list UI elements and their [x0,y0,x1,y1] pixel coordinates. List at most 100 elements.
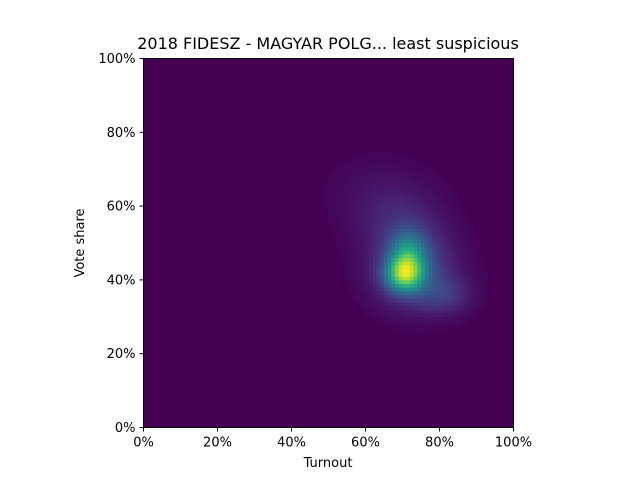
heatmap-cell [343,198,348,203]
heatmap-cell [365,176,370,181]
heatmap-cell [365,191,370,196]
heatmap-cell [424,202,429,207]
heatmap-cell [391,254,396,259]
heatmap-cell [343,243,348,248]
heatmap-cell [358,298,363,303]
heatmap-cell [372,198,377,203]
heatmap-cell [428,202,433,207]
heatmap-cell [472,246,477,251]
heatmap-cell [354,239,359,244]
heatmap-cell [424,191,429,196]
heatmap-cell [358,261,363,266]
heatmap-cell [391,213,396,218]
heatmap-cell [384,213,389,218]
heatmap-cell [417,283,422,288]
heatmap-cell [365,254,370,259]
heatmap-cell [421,228,426,233]
heatmap-cell [450,213,455,218]
heatmap-cell [413,279,418,284]
heatmap-cell [461,309,466,314]
heatmap-cell [395,316,400,321]
heatmap-cell [458,243,463,248]
heatmap-cell [332,180,337,185]
heatmap-cell [421,220,426,225]
heatmap-cell [384,176,389,181]
heatmap-cell [398,169,403,174]
heatmap-cell [384,198,389,203]
heatmap-cell [380,231,385,237]
heatmap-cell [376,165,381,170]
heatmap-cell [465,268,470,273]
heatmap-cell [469,250,474,255]
heatmap-cell [380,254,385,259]
heatmap-cell [406,302,411,307]
heatmap-cell [406,276,411,281]
heatmap-cell [387,305,392,310]
heatmap-cell [458,228,463,233]
heatmap-cell [446,294,451,299]
heatmap-cell [439,294,444,299]
heatmap-cell [361,305,366,310]
heatmap-cell [454,191,459,196]
heatmap-cell [439,298,444,303]
heatmap-cell [446,183,451,189]
heatmap-cell [343,191,348,196]
heatmap-cell [409,209,414,214]
heatmap-cell [432,261,437,266]
heatmap-cell [472,239,477,244]
heatmap-cell [472,279,477,284]
heatmap-cell [406,298,411,303]
heatmap-cell [435,327,440,332]
heatmap-cell [454,257,459,262]
heatmap-cell [443,283,448,288]
heatmap-cell [409,250,414,255]
heatmap-cell [398,302,403,307]
heatmap-cell [428,272,433,277]
heatmap-cell [413,327,418,332]
heatmap-cell [391,305,396,310]
heatmap-cell [376,154,381,159]
heatmap-cell [384,250,389,255]
heatmap-cell [339,239,344,244]
heatmap-cell [380,246,385,251]
heatmap-cell [387,313,392,318]
heatmap-cell [476,287,481,292]
heatmap-cell [402,272,407,277]
heatmap-cell [376,294,381,299]
heatmap-cell [347,287,352,292]
heatmap-cell [343,176,348,181]
heatmap-cell [406,220,411,225]
heatmap-cell [384,209,389,214]
heatmap-cell [332,198,337,203]
heatmap-cell [335,198,340,203]
heatmap-cell [465,313,470,318]
heatmap-cell [376,243,381,248]
y-axis-ticks: 0%20%40%60%80%100% [98,52,144,436]
heatmap-cell [439,235,444,240]
heatmap-cell [384,261,389,266]
heatmap-cell [413,313,418,318]
heatmap-cell [424,243,429,248]
heatmap-cell [417,176,422,181]
heatmap-cell [428,276,433,281]
heatmap-cell [361,268,366,273]
heatmap-cell [402,220,407,225]
heatmap-cell [395,324,400,329]
heatmap-cell [461,290,466,296]
heatmap-cell [435,279,440,284]
heatmap-cell [324,202,329,207]
heatmap-cell [369,290,374,296]
heatmap-cell [439,324,444,329]
heatmap-cell [432,268,437,273]
heatmap-cell [413,254,418,259]
heatmap-cell [413,283,418,288]
heatmap-cell [376,191,381,196]
heatmap-cell [409,268,414,273]
heatmap-cell [469,313,474,318]
heatmap-cell [432,243,437,248]
heatmap-cell [446,246,451,251]
heatmap-cell [332,172,337,177]
heatmap-cell [361,213,366,218]
heatmap-cell [395,165,400,170]
